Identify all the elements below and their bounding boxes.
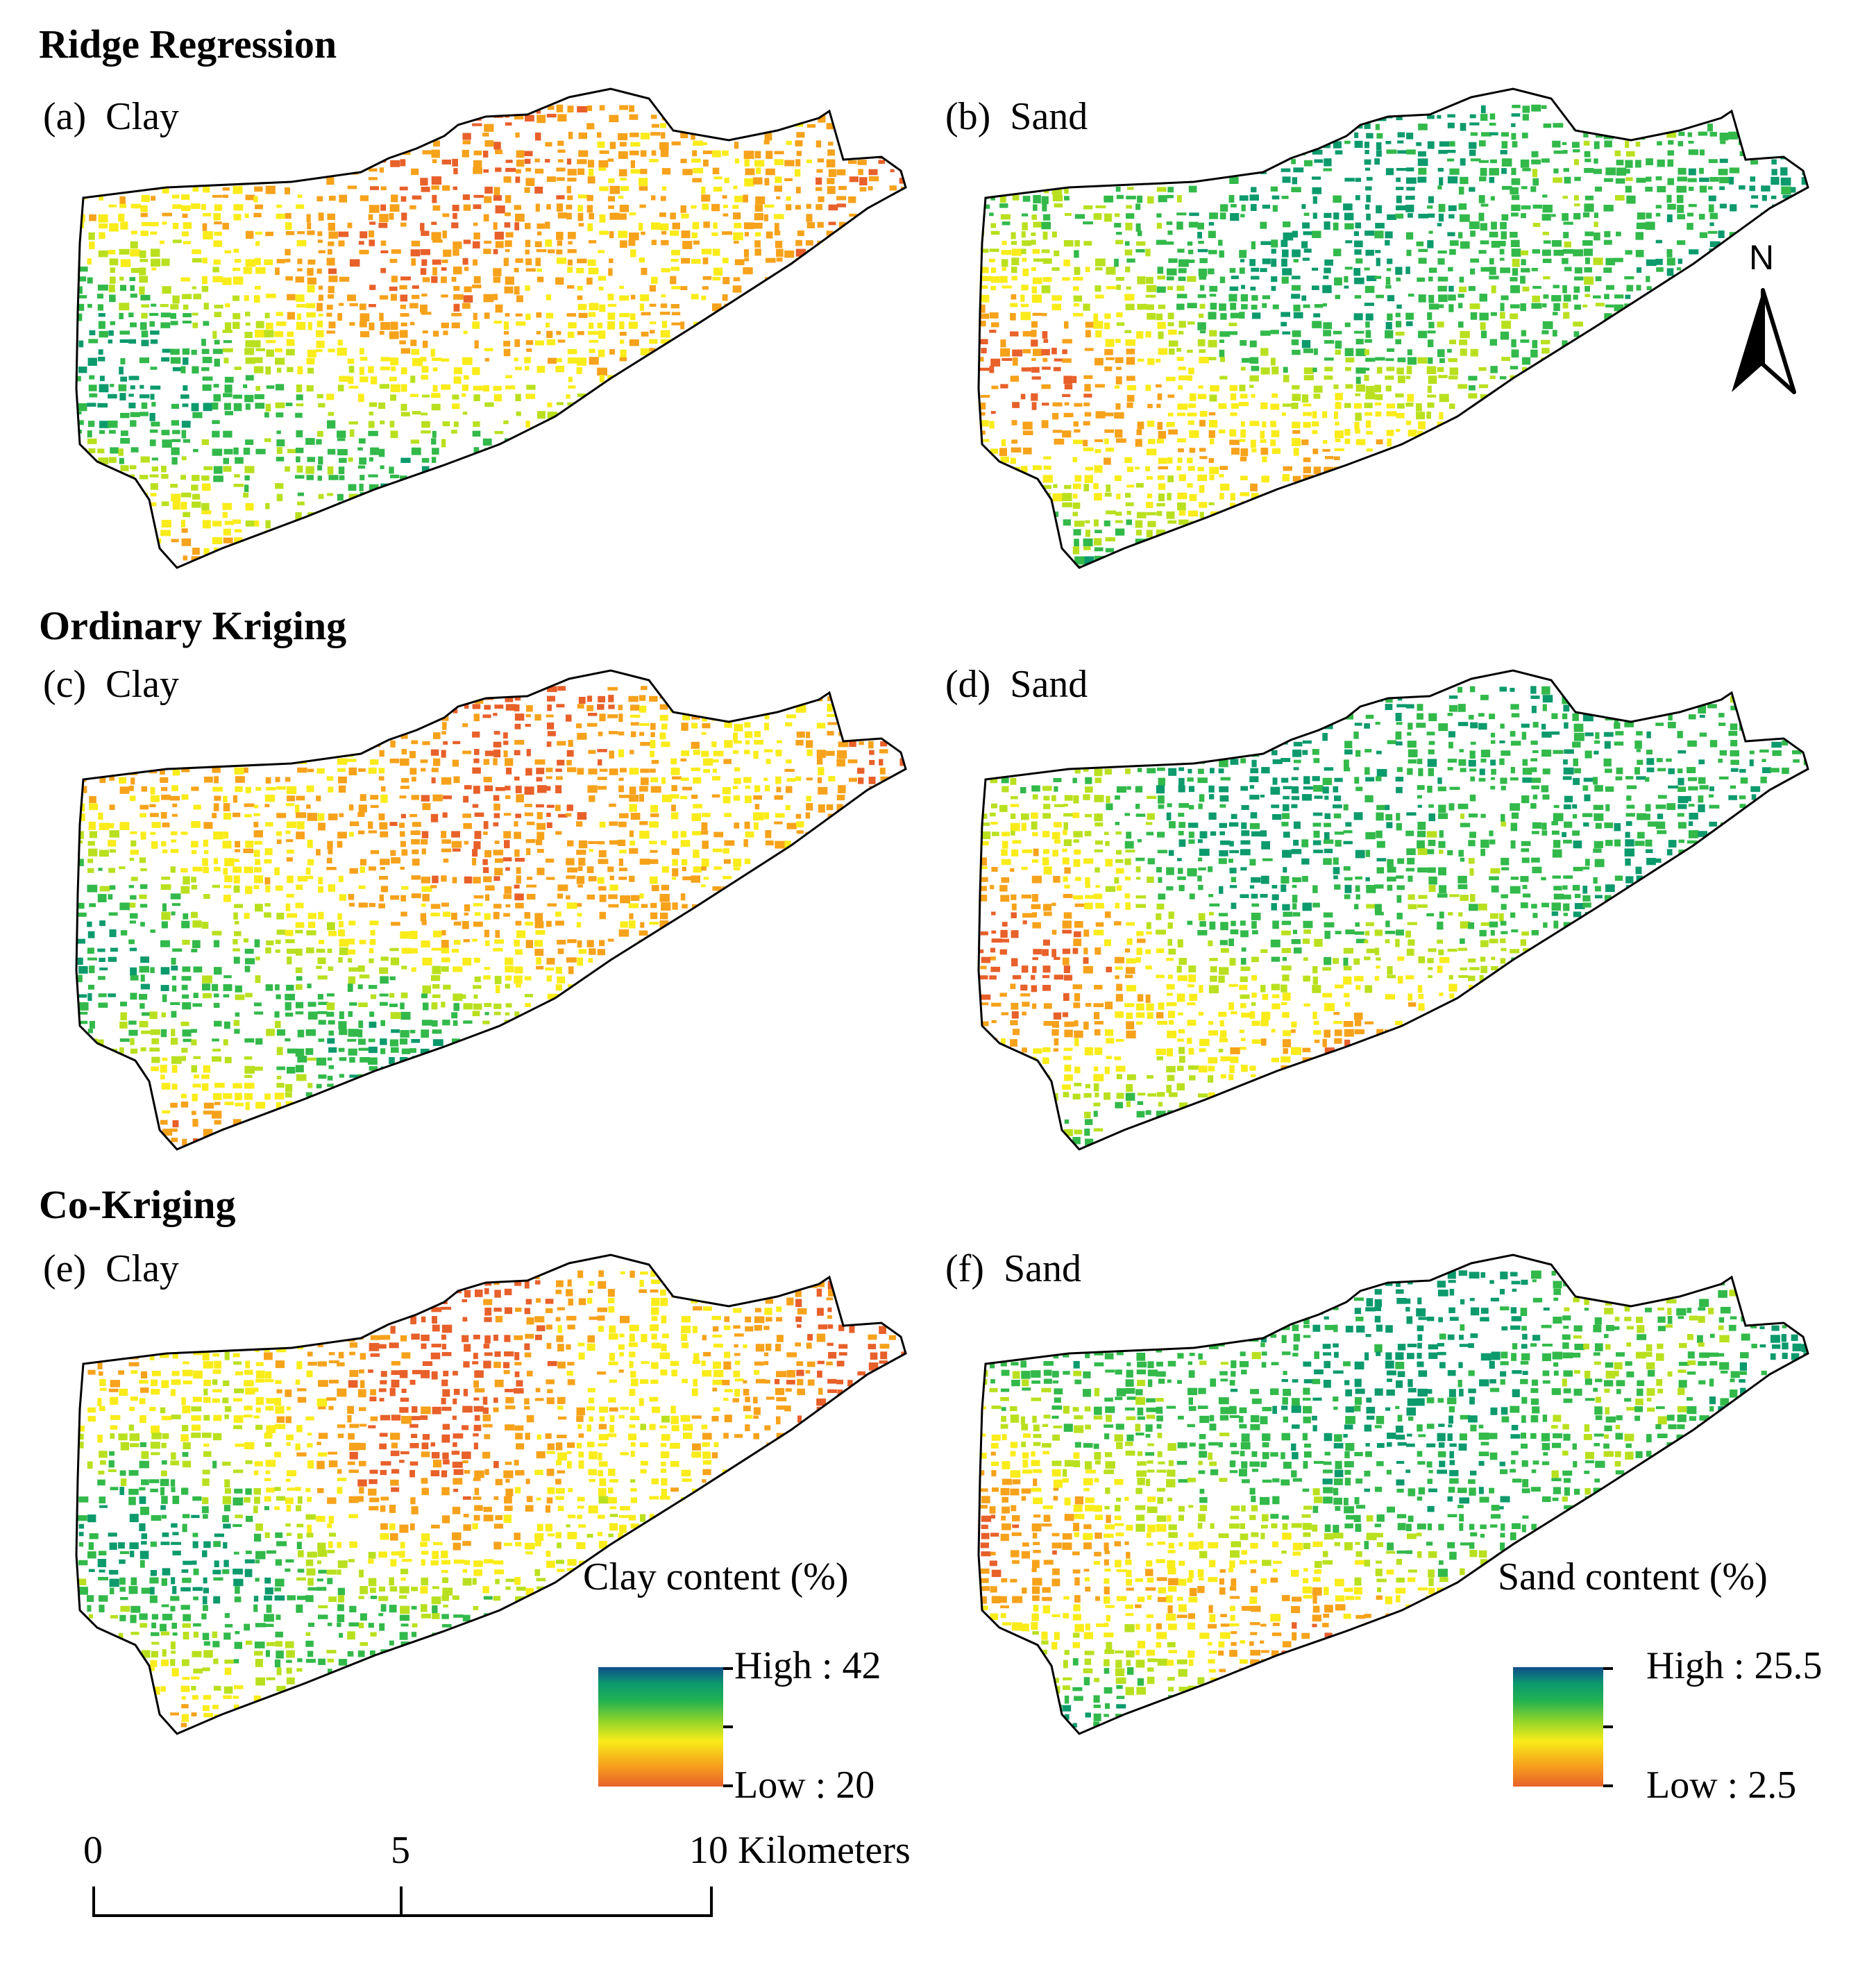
map-panel-c [75,669,907,1151]
legend-sand-high: High : 25.5 [1646,1644,1823,1687]
map-panel-d [977,669,1809,1151]
map-panel-c-raster [76,686,906,1149]
panel-label-a: (a) Clay [43,95,179,138]
section-title-ordinary-kriging: Ordinary Kriging [39,603,347,648]
map-panel-b [977,87,1809,569]
legend-clay-color-ramp [598,1667,723,1787]
panel-label-d: (d) Sand [945,663,1088,706]
panel-label-e: (e) Clay [43,1247,179,1290]
legend-clay-low: Low : 20 [734,1764,875,1807]
section-title-co-kriging: Co-Kriging [39,1182,236,1227]
scale-bar [92,1886,713,1917]
legend-clay-title: Clay content (%) [583,1555,849,1598]
north-arrow-label: N [1749,238,1775,277]
north-arrow-icon [1732,288,1796,394]
map-panel-a-raster [76,104,906,568]
legend-sand-title: Sand content (%) [1498,1555,1768,1598]
map-panel-d-raster [979,686,1808,1149]
scale-label-5: 5 [391,1829,410,1872]
scale-label-0: 0 [83,1829,103,1872]
panel-label-c: (c) Clay [43,663,179,706]
scale-label-10-kilometers: 10 Kilometers [689,1829,911,1872]
panel-label-f: (f) Sand [945,1247,1081,1290]
map-panel-b-raster [979,104,1808,568]
map-panels [75,87,1809,1735]
legend-sand [1513,1667,1613,1787]
section-title-ridge-regression: Ridge Regression [39,22,337,67]
map-panel-a [75,87,907,569]
legend-clay-high: High : 42 [734,1644,881,1687]
legend-clay [598,1667,733,1787]
legend-sand-low: Low : 2.5 [1646,1764,1797,1807]
legend-sand-color-ramp [1513,1667,1603,1787]
panel-label-b: (b) Sand [945,95,1088,138]
